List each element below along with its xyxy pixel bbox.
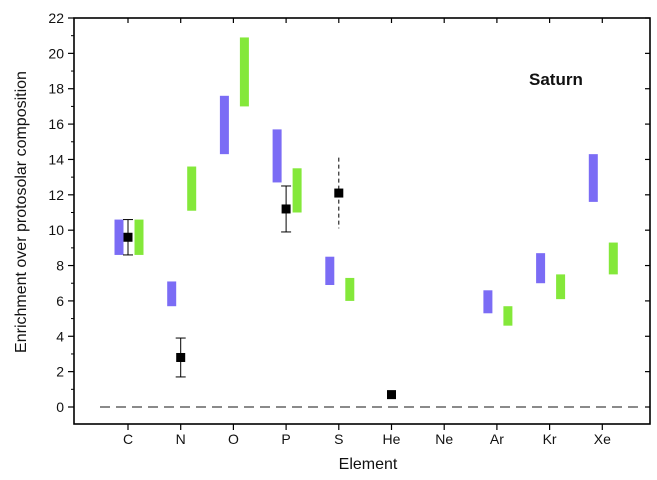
x-tick-label: Xe [594, 431, 611, 447]
data-point [176, 352, 186, 362]
data-point [281, 204, 291, 214]
y-axis-title: Enrichment over protosolar composition [13, 71, 30, 353]
green-range-bar [187, 166, 197, 211]
x-tick-label: Ar [490, 431, 504, 447]
y-tick-label: 0 [56, 399, 64, 415]
blue-range-bar [272, 129, 282, 183]
y-tick-label: 14 [48, 151, 64, 167]
plot-frame [73, 17, 651, 425]
y-tick-label: 8 [56, 258, 64, 274]
data-point [334, 188, 344, 198]
axes: 0 2 4 6 8 10 12 14 16 18 20 22 C N O P S He Ne Ar Kr Xe [48, 10, 651, 447]
chart-title: Saturn [529, 70, 583, 89]
range-bars [114, 37, 618, 326]
blue-range-bar [588, 154, 598, 202]
blue-range-bar [167, 281, 177, 307]
x-tick-label: Kr [543, 431, 557, 447]
x-tick-label: S [334, 431, 343, 447]
x-tick-label: Ne [435, 431, 453, 447]
green-range-bar [239, 37, 249, 107]
blue-range-bar [325, 256, 335, 285]
x-tick-label: C [123, 431, 133, 447]
green-range-bar [134, 219, 144, 255]
x-tick-label: O [228, 431, 239, 447]
y-tick-label: 2 [56, 364, 64, 380]
y-tick-label: 20 [48, 45, 64, 61]
y-tick-label: 6 [56, 293, 64, 309]
y-tick-label: 4 [56, 328, 64, 344]
green-range-bar [292, 168, 302, 213]
y-tick-label: 10 [48, 222, 64, 238]
labels: Saturn Element Enrichment over protosola… [13, 70, 583, 473]
green-range-bar [608, 242, 618, 275]
blue-range-bar [114, 219, 124, 255]
y-tick-label: 18 [48, 81, 64, 97]
data-point [123, 232, 133, 242]
data-points [123, 157, 396, 400]
data-point [387, 390, 396, 400]
blue-range-bar [483, 290, 493, 314]
green-range-bar [503, 306, 513, 326]
blue-range-bar [219, 95, 229, 155]
y-tick-label: 16 [48, 116, 64, 132]
x-axis-title: Element [339, 456, 398, 473]
x-tick-label: P [281, 431, 290, 447]
y-tick-label: 22 [48, 10, 64, 26]
blue-range-bar [536, 253, 546, 284]
y-tick-label: 12 [48, 187, 64, 203]
x-tick-label: N [176, 431, 186, 447]
x-tick-label: He [383, 431, 401, 447]
green-range-bar [556, 274, 566, 300]
green-range-bar [345, 277, 355, 301]
